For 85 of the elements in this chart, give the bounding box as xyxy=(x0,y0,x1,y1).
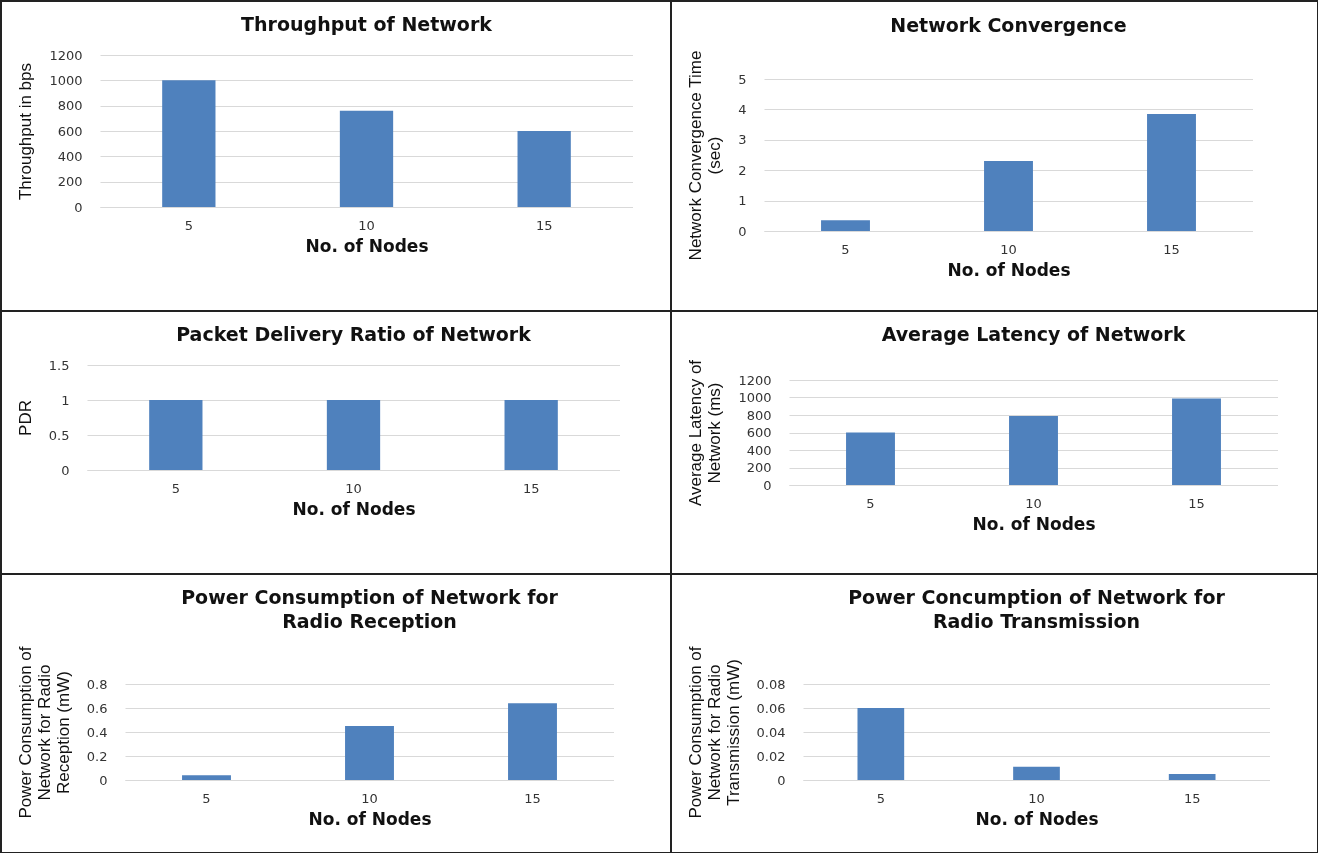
y-tick-label: 600 xyxy=(57,123,83,139)
y-axis-title: Average Latency of Network (ms) xyxy=(686,359,725,507)
x-tick-label: 5 xyxy=(171,480,180,496)
x-tick-label: 15 xyxy=(1188,495,1205,511)
y-tick-label: 200 xyxy=(746,460,772,475)
x-tick-label: 10 xyxy=(345,480,362,496)
y-tick-label: 400 xyxy=(746,442,772,458)
x-tick-label: 5 xyxy=(866,495,875,511)
chart-title: Network Convergence xyxy=(890,13,1127,36)
y-tick-label: 0 xyxy=(763,477,772,493)
x-tick-label: 5 xyxy=(876,790,885,806)
x-tick-label: 10 xyxy=(358,217,375,233)
y-tick-label: 0.5 xyxy=(48,427,70,443)
bar xyxy=(1172,398,1221,485)
x-tick-label: 15 xyxy=(1163,241,1180,257)
y-tick-label: 0 xyxy=(777,772,786,788)
bar xyxy=(1147,113,1196,231)
y-tick-label: 0.2 xyxy=(86,748,108,764)
y-tick-label: 3 xyxy=(738,132,747,148)
y-tick-label: 1.5 xyxy=(48,357,70,373)
x-tick-label: 10 xyxy=(1028,790,1045,806)
y-tick-label: 0.8 xyxy=(86,676,108,692)
y-tick-label: 0 xyxy=(61,462,70,478)
y-tick-label: 2 xyxy=(738,162,747,178)
y-tick-label: 1200 xyxy=(49,47,83,63)
x-tick-label: 10 xyxy=(361,790,378,806)
x-axis-title: No. of Nodes xyxy=(292,498,416,519)
y-tick-label: 0.04 xyxy=(756,724,786,740)
bar xyxy=(1168,774,1216,780)
y-tick-label: 0.4 xyxy=(86,724,108,740)
y-axis-title: Network Convergence Time (sec) xyxy=(686,50,725,261)
x-tick-label: 5 xyxy=(841,241,850,257)
x-tick-label: 10 xyxy=(1000,241,1017,257)
y-axis-title: Power Consumption of Network for Radio Transmission (mW) xyxy=(685,646,743,819)
y-tick-label: 800 xyxy=(746,407,772,423)
y-tick-label: 0 xyxy=(738,223,747,239)
y-tick-label: 400 xyxy=(57,148,83,164)
bar xyxy=(517,131,571,207)
y-tick-label: 1000 xyxy=(49,72,83,88)
chart-title: Throughput of Network xyxy=(241,13,493,35)
y-tick-label: 1 xyxy=(61,392,70,408)
x-axis-title: No. of Nodes xyxy=(947,259,1071,280)
y-axis-title: Throughput in bps xyxy=(16,62,36,201)
chart-title: Power Consumption of Network for Radio Reception xyxy=(181,586,559,633)
y-tick-label: 1 xyxy=(738,193,747,209)
bar xyxy=(1009,415,1058,485)
y-tick-label: 800 xyxy=(57,98,83,114)
bar xyxy=(1013,766,1060,780)
bar xyxy=(857,708,905,780)
y-tick-label: 0.08 xyxy=(756,676,786,692)
y-tick-label: 0.6 xyxy=(86,700,108,716)
x-tick-label: 15 xyxy=(1183,790,1201,806)
y-tick-label: 0.06 xyxy=(756,700,786,716)
x-axis-title: No. of Nodes xyxy=(972,513,1096,534)
x-tick-label: 5 xyxy=(202,790,211,806)
y-tick-label: 0 xyxy=(74,199,83,215)
x-tick-label: 15 xyxy=(524,790,541,806)
y-tick-label: 200 xyxy=(57,174,83,190)
chart-title: Power Concumption of Network for Radio Transmission xyxy=(848,586,1226,633)
x-tick-label: 15 xyxy=(535,217,553,233)
chart-title: Average Latency of Network xyxy=(881,323,1186,346)
y-tick-label: 600 xyxy=(746,425,772,440)
bar xyxy=(182,775,231,780)
y-tick-label: 1000 xyxy=(738,390,772,405)
y-tick-label: 0.02 xyxy=(756,748,786,764)
bar xyxy=(339,110,394,207)
y-axis-title: Power Consumption of Network for Radio Reception (mW) xyxy=(15,646,73,819)
bar xyxy=(345,726,394,780)
y-tick-label: 0 xyxy=(99,772,108,788)
bar xyxy=(821,220,870,231)
y-axis-title: PDR xyxy=(15,400,35,436)
x-axis-title: No. of Nodes xyxy=(305,235,429,256)
chart-title: Packet Delivery Ratio of Network xyxy=(176,323,532,345)
x-axis-title: No. of Nodes xyxy=(308,808,432,829)
y-tick-label: 5 xyxy=(738,71,747,87)
y-tick-label: 1200 xyxy=(738,372,772,388)
x-tick-label: 15 xyxy=(522,480,540,496)
y-tick-label: 4 xyxy=(738,101,747,117)
bar xyxy=(846,432,895,485)
bar xyxy=(162,80,216,207)
x-tick-label: 10 xyxy=(1025,495,1042,511)
x-tick-label: 5 xyxy=(184,217,193,233)
bar xyxy=(984,161,1033,231)
x-axis-title: No. of Nodes xyxy=(975,808,1099,829)
bar xyxy=(508,703,557,780)
